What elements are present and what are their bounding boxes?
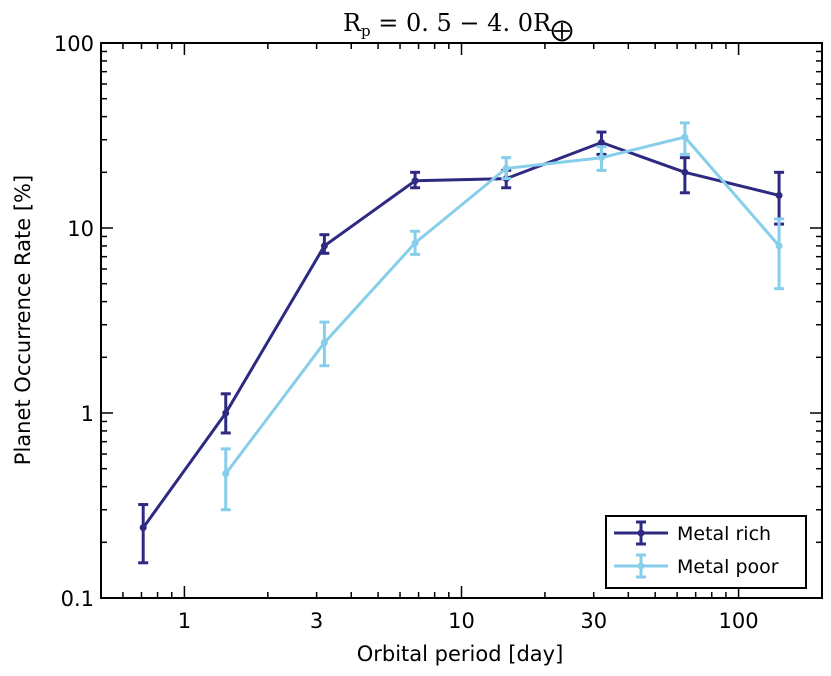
y-tick-label: 1: [81, 402, 94, 426]
data-point-metal-rich: [775, 191, 783, 199]
plot-frame: [100, 42, 823, 599]
data-point-metal-poor: [502, 164, 510, 172]
data-point-metal-rich: [320, 242, 328, 250]
x-axis-label: Orbital period [day]: [357, 642, 564, 666]
data-point-metal-rich: [411, 177, 419, 185]
data-point-metal-poor: [411, 239, 419, 247]
x-tick-label: 30: [580, 609, 607, 633]
chart-title-symbol: ⨁: [551, 18, 573, 43]
series-metal-poor: [220, 121, 785, 512]
data-point-metal-poor: [681, 133, 689, 141]
x-tick-label: 1: [178, 609, 191, 633]
data-point-metal-rich: [139, 524, 147, 532]
data-point-metal-poor: [597, 154, 605, 162]
chart-title-base: R: [343, 9, 362, 37]
y-tick-label: 100: [54, 32, 94, 56]
y-tick-label: 0.1: [61, 587, 94, 611]
chart-title: Rp = 0. 5 − 4. 0R⨁: [343, 9, 573, 43]
data-point-metal-rich: [597, 138, 605, 146]
series-metal-rich: [138, 130, 785, 565]
data-point-metal-poor: [320, 339, 328, 347]
x-tick-label: 3: [310, 609, 323, 633]
data-point-metal-rich: [222, 409, 230, 417]
chart-title-base-sub: p: [361, 22, 371, 40]
data-point-metal-poor: [775, 242, 783, 250]
y-tick-labels: 0.1 1 10 100: [54, 32, 94, 611]
legend: Metal rich Metal poor: [605, 515, 807, 589]
data-point-metal-poor: [222, 470, 230, 478]
legend-marker-metal-poor: [637, 562, 645, 570]
legend-label-metal-rich: Metal rich: [677, 523, 771, 545]
legend-marks: [614, 520, 668, 579]
axis-ticks: [100, 42, 823, 599]
series-line-metal-rich: [141, 141, 780, 529]
chart-title-middle: = 0. 5 − 4. 0R: [371, 9, 552, 37]
x-tick-label: 10: [448, 609, 475, 633]
legend-marker-metal-rich: [637, 529, 645, 537]
y-axis-label: Planet Occurrence Rate [%]: [11, 175, 35, 465]
plot-series: [138, 121, 785, 565]
data-point-metal-rich: [681, 168, 689, 176]
x-tick-labels: 1 3 10 30 100: [178, 609, 759, 633]
legend-label-metal-poor: Metal poor: [677, 556, 779, 578]
y-tick-label: 10: [67, 217, 94, 241]
x-tick-label: 100: [719, 609, 759, 633]
